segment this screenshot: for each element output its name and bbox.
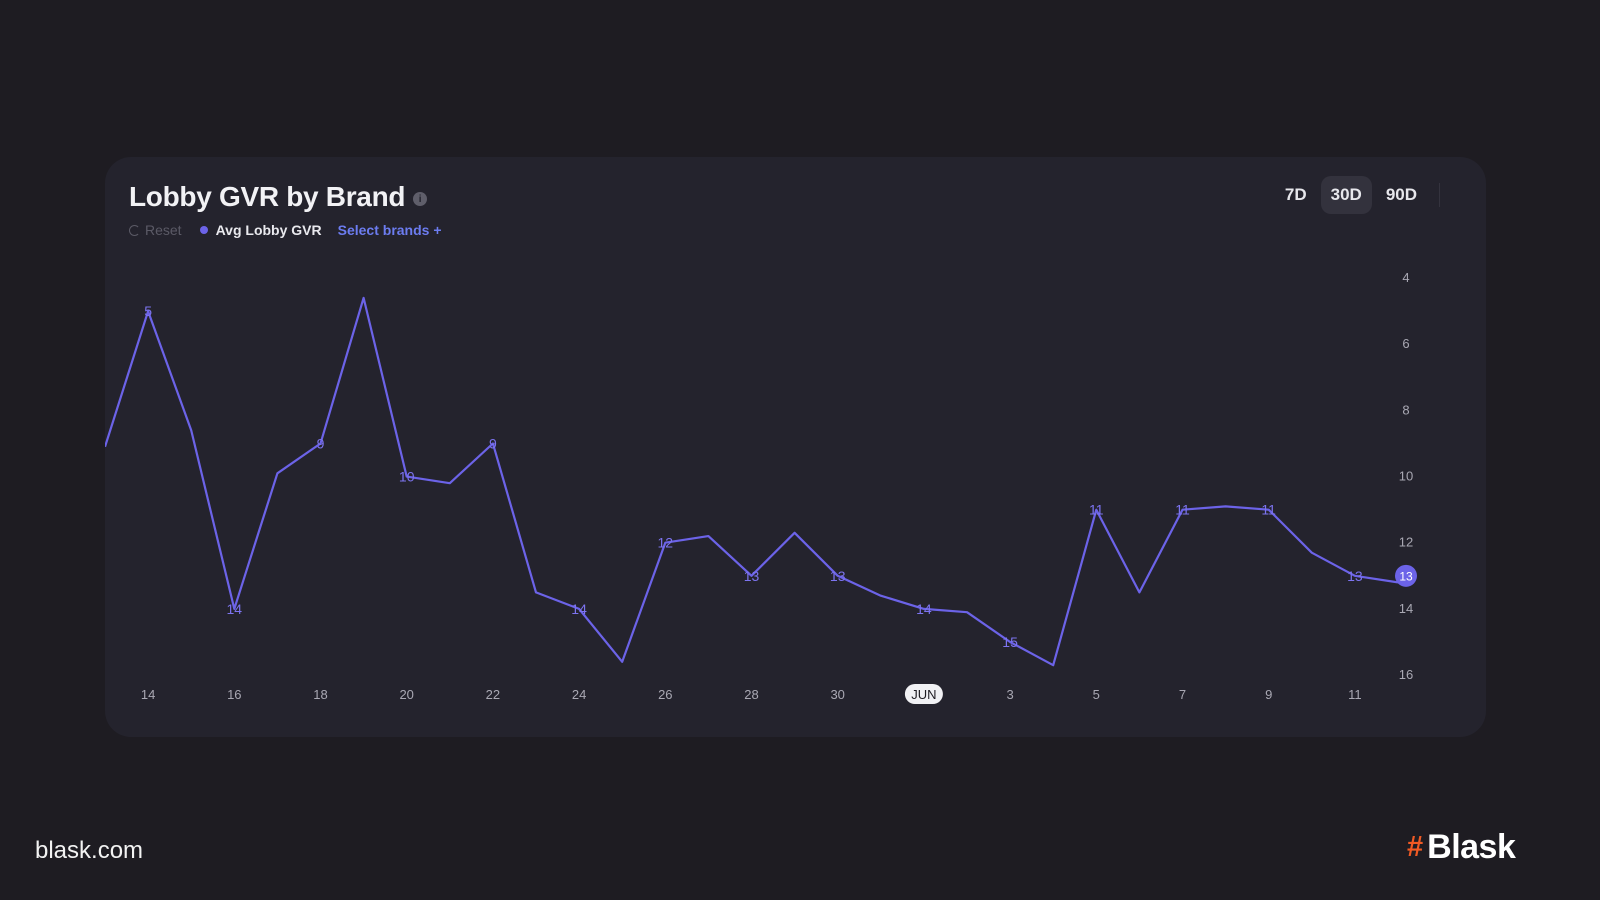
footer-url[interactable]: blask.com <box>35 837 144 864</box>
x-tick-label-month: JUN <box>911 687 936 702</box>
legend-item-avg-lobby-gvr[interactable]: Avg Lobby GVR <box>199 222 322 238</box>
y-tick-label: 6 <box>1402 336 1409 351</box>
x-tick-label: 3 <box>1006 687 1013 702</box>
y-tick-label: 10 <box>1399 469 1413 484</box>
hash-logo-icon: # <box>1407 830 1424 863</box>
tab-7d[interactable]: 7D <box>1284 185 1307 204</box>
data-label: 12 <box>658 535 674 551</box>
x-tick-label: 30 <box>830 687 844 702</box>
select-brands-button[interactable]: Select brands + <box>337 222 442 238</box>
range-tabs: 7D 30D 90D <box>1271 176 1440 214</box>
data-label: 9 <box>317 435 325 451</box>
data-label: 15 <box>1002 634 1018 650</box>
data-label: 5 <box>144 303 152 319</box>
series-line-avg-lobby-gvr <box>105 296 1399 667</box>
x-tick-label: 16 <box>227 687 241 702</box>
data-label: 14 <box>571 601 587 617</box>
legend-row: Reset Avg Lobby GVR Select brands + <box>129 222 442 238</box>
legend-label: Avg Lobby GVR <box>215 222 322 238</box>
data-label: 14 <box>916 601 932 617</box>
title-row: Lobby GVR by Brand i <box>129 181 428 213</box>
x-tick-highlight-pill <box>904 684 943 704</box>
info-icon[interactable]: i <box>413 192 428 206</box>
data-label: 14 <box>227 601 243 617</box>
x-tick-label: 26 <box>658 687 672 702</box>
data-label: 13 <box>1347 568 1363 584</box>
x-tick-label: 7 <box>1179 687 1186 702</box>
chart-card: Lobby GVR by Brand i Reset Avg Lobby GVR… <box>105 157 1486 737</box>
reset-label: Reset <box>145 222 182 238</box>
data-label: 9 <box>489 435 497 451</box>
line-chart: 5 14 9 10 9 14 12 13 13 14 15 11 11 11 13 4 6 8 10 12 14 16 13… <box>105 270 1417 704</box>
tab-30d[interactable]: 30D <box>1320 176 1372 214</box>
data-label: 10 <box>399 469 415 485</box>
x-tick-label: 24 <box>572 687 586 702</box>
tab-90d[interactable]: 90D <box>1385 185 1417 204</box>
y-tick-label: 14 <box>1399 601 1413 616</box>
data-label: 13 <box>744 568 760 584</box>
data-label: 13 <box>830 568 846 584</box>
data-label: 11 <box>1175 502 1190 518</box>
y-tick-label: 12 <box>1399 535 1413 550</box>
x-tick-label: 14 <box>141 687 155 702</box>
y-tick-label: 8 <box>1402 402 1409 417</box>
y-tick-label: 4 <box>1402 270 1409 285</box>
brand-logo: # Blask <box>1407 828 1516 866</box>
x-tick-label: 28 <box>744 687 758 702</box>
x-tick-label: 22 <box>486 687 500 702</box>
y-tick-label: 16 <box>1399 667 1413 682</box>
current-value-badge <box>1395 564 1417 587</box>
brand-name: Blask <box>1427 828 1516 866</box>
x-tick-label: 5 <box>1093 687 1100 702</box>
data-label: 11 <box>1261 502 1276 518</box>
tab-divider <box>1439 183 1440 207</box>
x-tick-label: 20 <box>399 687 413 702</box>
x-tick-label: 18 <box>313 687 327 702</box>
chart-title: Lobby GVR by Brand <box>129 181 406 212</box>
reset-button[interactable]: Reset <box>129 222 182 238</box>
data-label: 11 <box>1089 502 1104 518</box>
legend-dot-icon <box>199 226 208 234</box>
current-value-label: 13 <box>1399 569 1413 583</box>
reset-icon <box>129 224 140 236</box>
x-tick-label: 9 <box>1265 687 1272 702</box>
x-tick-label: 11 <box>1348 687 1362 702</box>
